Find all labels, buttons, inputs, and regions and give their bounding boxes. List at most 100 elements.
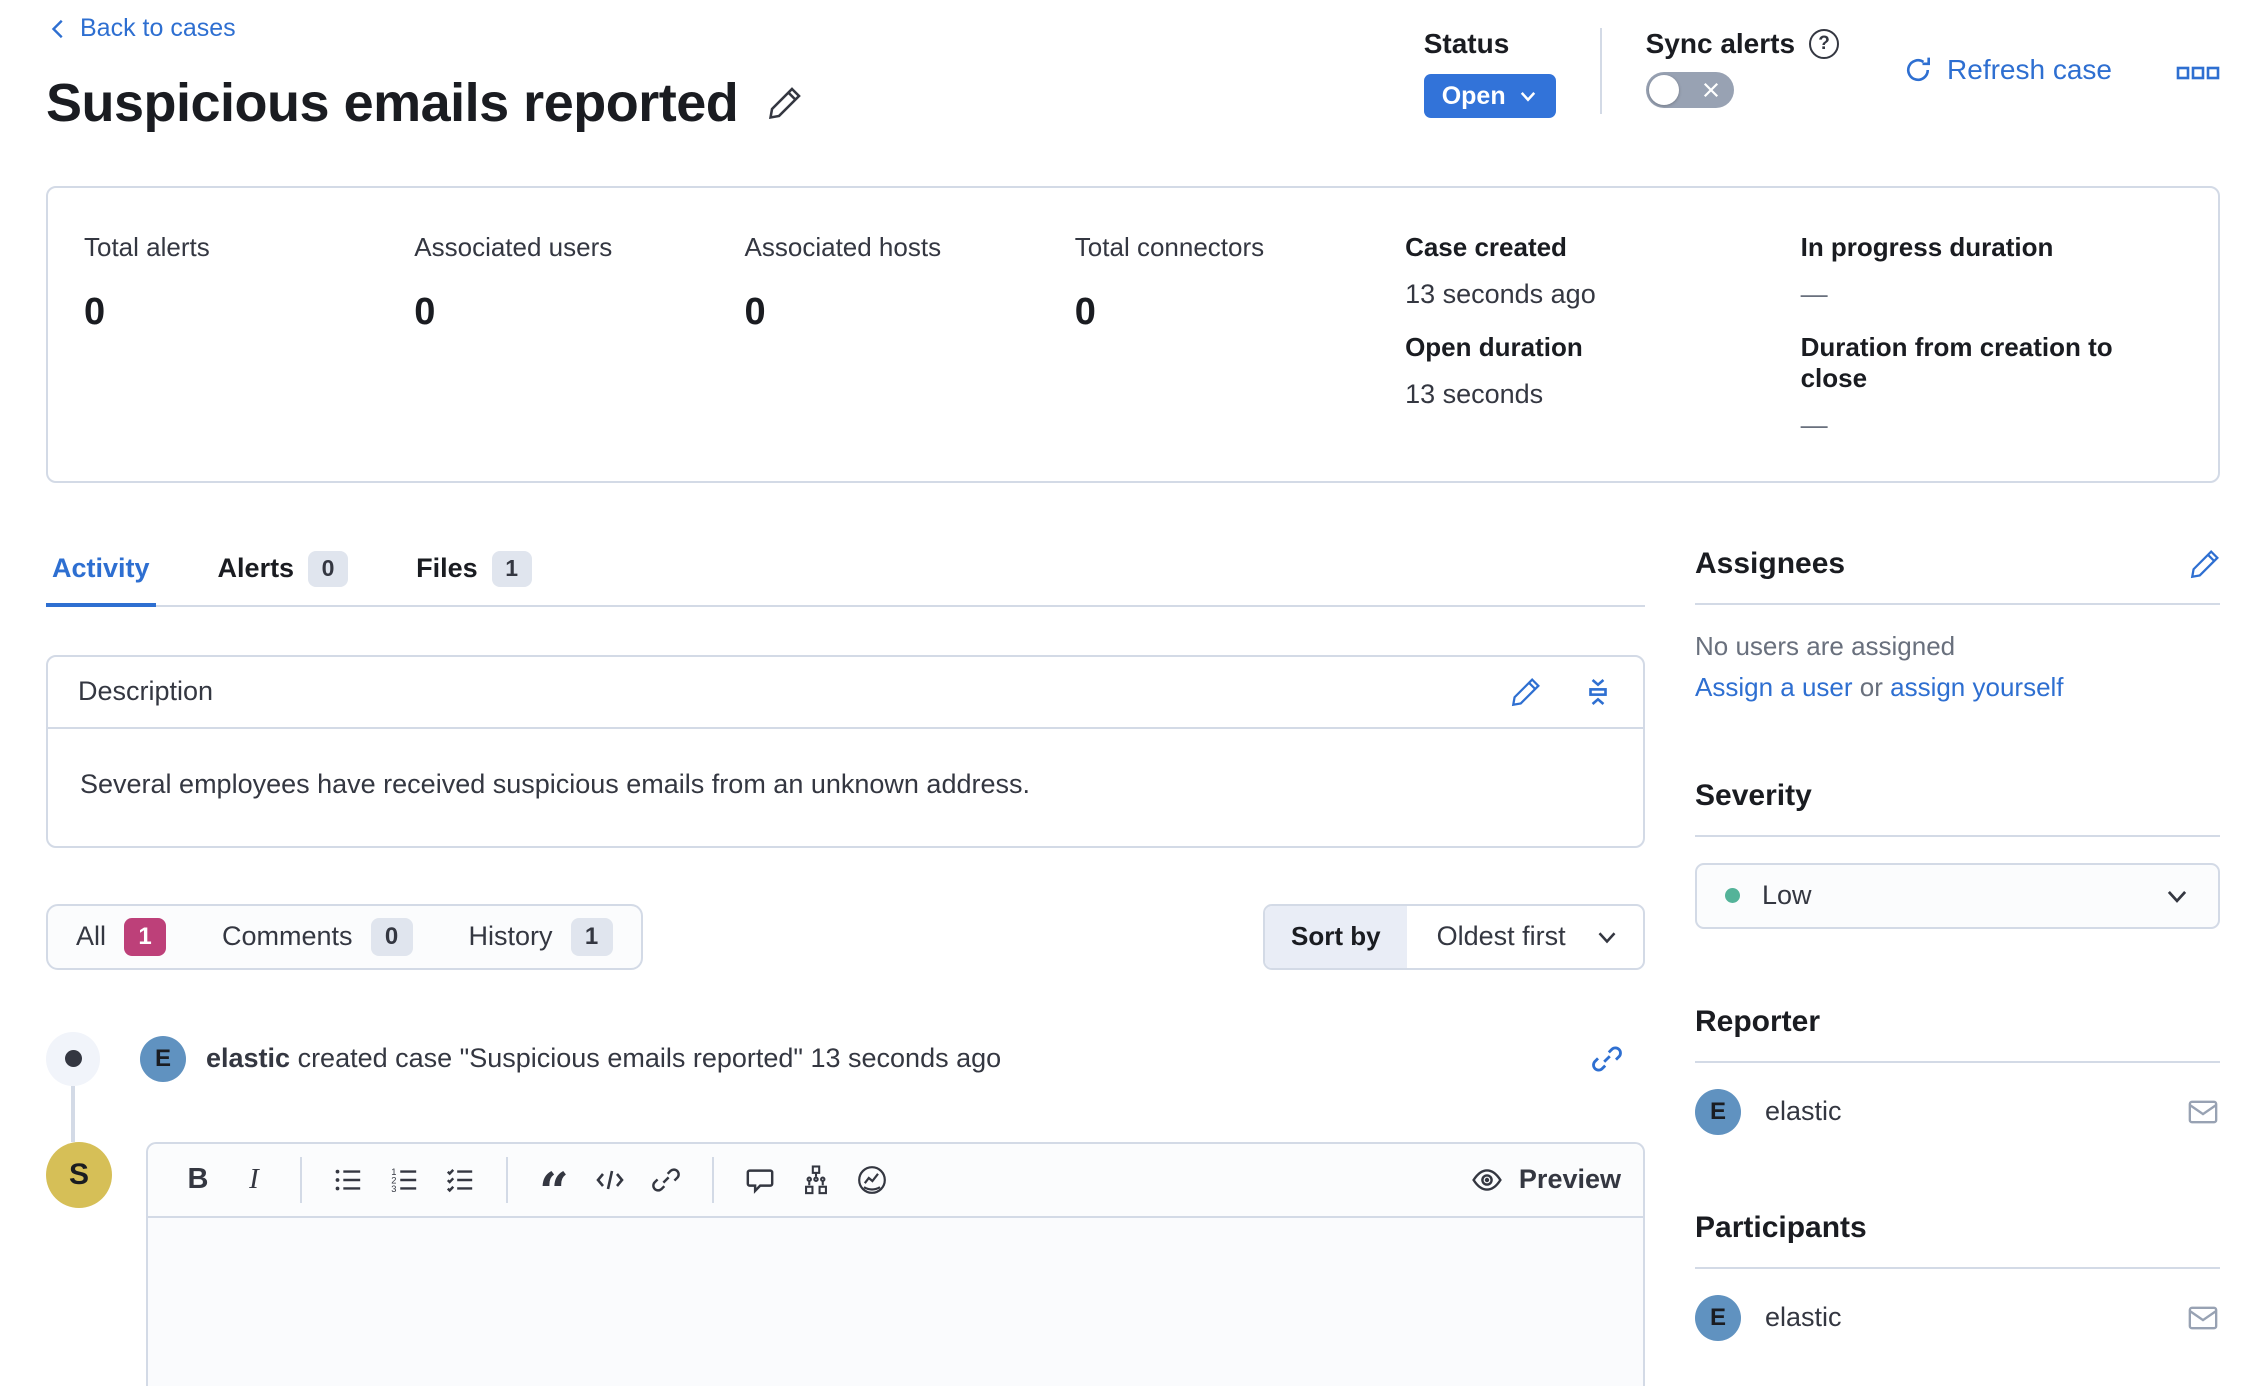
bullet-list-icon: [335, 1169, 361, 1190]
page-title: Suspicious emails reported: [46, 72, 739, 133]
assign-yourself-link[interactable]: assign yourself: [1890, 671, 2064, 702]
assignees-section: Assignees No users are assigned Assign a…: [1695, 547, 2220, 703]
back-to-cases-link[interactable]: Back to cases: [46, 14, 236, 43]
filter-history[interactable]: History 1: [441, 906, 641, 968]
event-username: elastic: [206, 1043, 291, 1073]
case-dates-column: Case created 13 seconds ago Open duratio…: [1405, 232, 1801, 441]
assign-a-user-link[interactable]: Assign a user: [1695, 671, 1853, 702]
no-assignees-text: No users are assigned: [1695, 630, 1956, 661]
severity-low-dot: [1725, 888, 1740, 903]
stat-associated-hosts: Associated hosts 0: [744, 231, 942, 333]
case-created: Case created 13 seconds ago: [1405, 231, 1596, 309]
event-description: elastic created case "Suspicious emails …: [206, 1043, 1002, 1073]
refresh-case-button[interactable]: Refresh case: [1903, 54, 2112, 86]
case-main-column: Activity Alerts 0 Files 1 Description: [46, 547, 1645, 1386]
chevron-down-icon: [1598, 931, 1616, 943]
sort-control: Sort by Oldest first: [1263, 903, 1645, 970]
sync-alerts-toggle[interactable]: [1645, 72, 1734, 108]
stat-total-connectors: Total connectors 0: [1074, 231, 1265, 333]
collapse-description-button[interactable]: [1583, 677, 1613, 707]
filter-comments[interactable]: Comments 0: [194, 906, 441, 968]
refresh-icon: [1906, 57, 1931, 82]
task-list-button[interactable]: [432, 1155, 488, 1205]
preview-label: Preview: [1518, 1164, 1621, 1194]
severity-title: Severity: [1695, 778, 1812, 812]
case-created-event: E elastic created case "Suspicious email…: [46, 1031, 1645, 1086]
sort-order-select[interactable]: Oldest first: [1407, 906, 1643, 968]
fold-icon: [1589, 678, 1607, 705]
edit-title-button[interactable]: [768, 86, 802, 120]
svg-text:3: 3: [391, 1184, 396, 1194]
lens-chart-icon: [858, 1165, 886, 1194]
tab-alerts[interactable]: Alerts 0: [212, 547, 355, 605]
avatar: E: [140, 1035, 186, 1082]
filter-all[interactable]: All 1: [48, 906, 194, 968]
pencil-icon: [1511, 677, 1540, 706]
email-participant-button[interactable]: [2186, 1301, 2220, 1335]
toggle-thumb: [1648, 75, 1679, 105]
bold-button[interactable]: B: [187, 1163, 209, 1195]
comments-count-badge: 0: [370, 917, 413, 956]
tab-files[interactable]: Files 1: [410, 547, 538, 605]
more-actions-button[interactable]: [2176, 58, 2220, 88]
all-count-badge: 1: [124, 917, 167, 956]
quote-button[interactable]: “: [526, 1155, 582, 1218]
in-progress-duration: In progress duration —: [1800, 231, 2054, 309]
reporter-section: Reporter E elastic: [1695, 1005, 2220, 1135]
open-duration: Open duration 13 seconds: [1405, 331, 1583, 409]
insert-osquery-button[interactable]: [788, 1155, 844, 1205]
case-durations-column: In progress duration — Duration from cre…: [1801, 232, 2182, 441]
code-icon: [596, 1170, 624, 1189]
description-panel: Description Several employees have recei…: [46, 654, 1645, 848]
files-count-badge: 1: [491, 550, 532, 587]
reporter-username: elastic: [1765, 1096, 1842, 1126]
description-title: Description: [78, 676, 214, 706]
insert-timeline-button[interactable]: [732, 1155, 788, 1205]
preview-button[interactable]: Preview: [1471, 1164, 1621, 1196]
link-icon: [1592, 1046, 1622, 1071]
svg-text:1: 1: [391, 1166, 396, 1176]
sort-by-label: Sort by: [1265, 905, 1407, 968]
comment-textarea[interactable]: [148, 1217, 1643, 1386]
toggle-off-x-icon: [1703, 82, 1718, 98]
insert-link-button[interactable]: [638, 1155, 694, 1205]
case-sidebar: Assignees No users are assigned Assign a…: [1695, 547, 2220, 1386]
header-divider: [1599, 28, 1602, 114]
stat-associated-users: Associated users 0: [414, 231, 613, 333]
eye-icon: [1472, 1168, 1502, 1191]
back-link-label: Back to cases: [80, 14, 236, 42]
refresh-case-label: Refresh case: [1947, 54, 2112, 85]
status-value: Open: [1441, 81, 1506, 110]
participant-username: elastic: [1765, 1302, 1842, 1332]
code-button[interactable]: [582, 1155, 638, 1205]
edit-assignees-button[interactable]: [2190, 549, 2220, 579]
chevron-left-icon: [51, 19, 63, 38]
status-label: Status: [1423, 28, 1510, 59]
avatar: E: [1695, 1088, 1741, 1135]
description-text: Several employees have received suspicio…: [80, 768, 1030, 799]
stat-total-alerts: Total alerts 0: [84, 231, 210, 333]
case-tabs: Activity Alerts 0 Files 1: [46, 547, 1645, 607]
activity-filter-group: All 1 Comments 0 History 1: [46, 903, 643, 970]
tab-activity[interactable]: Activity: [46, 547, 156, 607]
chevron-down-icon: [1520, 92, 1535, 102]
case-actions: Status Open Sync alerts ? Re: [1423, 14, 2220, 118]
unordered-list-button[interactable]: [320, 1155, 376, 1205]
severity-select[interactable]: Low: [1695, 862, 2220, 929]
history-count-badge: 1: [570, 917, 613, 956]
severity-section: Severity Low: [1695, 779, 2220, 929]
boxes-horizontal-icon: [2176, 66, 2220, 80]
italic-button[interactable]: I: [249, 1163, 259, 1195]
insert-visualization-button[interactable]: [844, 1155, 900, 1205]
comment-bubble-icon: [746, 1168, 774, 1194]
help-icon[interactable]: ?: [1809, 29, 1840, 59]
status-dropdown[interactable]: Open: [1423, 74, 1556, 118]
copy-event-link-button[interactable]: [1591, 1043, 1623, 1075]
activity-timeline: E elastic created case "Suspicious email…: [46, 1031, 1645, 1386]
chevron-down-icon: [2167, 890, 2187, 903]
email-reporter-button[interactable]: [2186, 1095, 2220, 1129]
edit-description-button[interactable]: [1511, 677, 1541, 707]
pencil-icon: [2190, 549, 2219, 578]
